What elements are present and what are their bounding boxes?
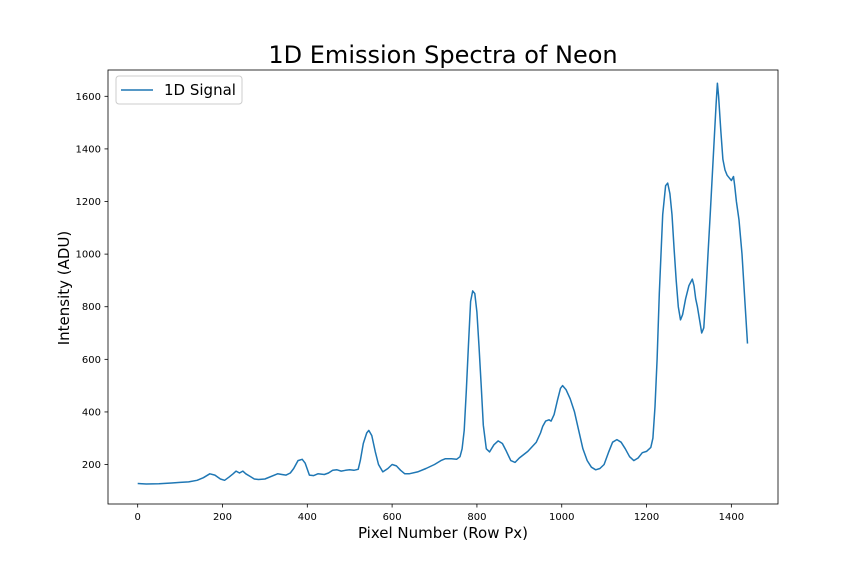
y-tick-label: 200 [82, 460, 101, 471]
y-tick-label: 800 [82, 302, 101, 313]
legend-label-1d-signal: 1D Signal [164, 81, 236, 99]
y-tick-label: 1000 [76, 250, 101, 261]
y-tick-label: 400 [82, 407, 101, 418]
y-axis-label: Intensity (ADU) [55, 231, 73, 346]
y-tick-label: 1600 [76, 92, 101, 103]
x-tick-label: 400 [298, 512, 317, 523]
axes-frame [107, 69, 779, 505]
x-tick-label: 1000 [549, 512, 574, 523]
x-tick-label: 600 [383, 512, 402, 523]
x-tick-label: 200 [213, 512, 232, 523]
x-tick-label: 1400 [719, 512, 744, 523]
legend-box [115, 75, 243, 105]
y-tick-label: 1400 [76, 144, 101, 155]
x-axis-label: Pixel Number (Row Px) [358, 524, 528, 542]
chart-title: 1D Emission Spectra of Neon [268, 41, 617, 69]
x-tick-label: 800 [467, 512, 486, 523]
y-tick-label: 600 [82, 355, 101, 366]
series-line-0 [137, 82, 749, 485]
y-tick-label: 1200 [76, 197, 101, 208]
x-tick-label: 1200 [634, 512, 659, 523]
plot-area: 0 200 400 600 800 1000 1200 1400 200 400 600 800 100… [76, 69, 779, 523]
x-tick-label: 0 [134, 512, 140, 523]
legend: 1D Signal [115, 75, 243, 105]
